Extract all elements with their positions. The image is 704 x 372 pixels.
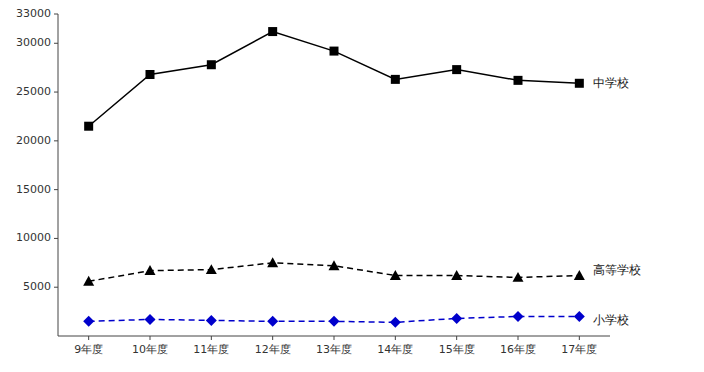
- x-tick: [334, 336, 335, 340]
- marker: [451, 313, 462, 324]
- y-tick-label: 33000: [16, 7, 51, 20]
- x-tick-label: 9年度: [74, 343, 103, 356]
- x-tick-label: 11年度: [193, 343, 229, 356]
- marker: [330, 47, 339, 56]
- marker: [83, 276, 94, 286]
- y-tick: [54, 238, 58, 239]
- y-tick: [54, 140, 58, 141]
- x-tick: [395, 336, 396, 340]
- marker: [390, 270, 401, 280]
- marker: [329, 316, 340, 327]
- chart: 5000 10000 15000 20000 25000 30000 33000 9年度 10年…: [0, 0, 704, 372]
- marker: [145, 265, 156, 275]
- y-tick-label: 30000: [16, 36, 51, 49]
- end-labels: 中学校高等学校小学校: [593, 76, 641, 327]
- marker: [514, 76, 523, 85]
- x-tick-label: 12年度: [255, 343, 291, 356]
- x-tick-label: 14年度: [377, 343, 413, 356]
- marker: [84, 122, 93, 131]
- x-tick: [150, 336, 151, 340]
- marker: [575, 79, 584, 88]
- y-tick-label: 20000: [16, 134, 51, 147]
- x-tick: [88, 336, 89, 340]
- y-tick: [54, 92, 58, 93]
- marker: [206, 264, 217, 274]
- y-tick: [54, 43, 58, 44]
- marker: [451, 270, 462, 280]
- marker: [268, 27, 277, 36]
- y-tick-label: 5000: [23, 280, 51, 293]
- x-tick: [518, 336, 519, 340]
- x-tick-label: 17年度: [561, 343, 597, 356]
- y-tick: [54, 14, 58, 15]
- x-tick: [579, 336, 580, 340]
- x-tick: [211, 336, 212, 340]
- marker: [574, 311, 585, 322]
- x-tick-label: 15年度: [439, 343, 475, 356]
- marker: [207, 60, 216, 69]
- marker: [267, 257, 278, 267]
- marker: [391, 75, 400, 84]
- marker: [513, 311, 524, 322]
- y-tick-label: 15000: [16, 183, 51, 196]
- marker: [83, 316, 94, 327]
- series-label: 中学校: [593, 76, 629, 90]
- x-tick-label: 13年度: [316, 343, 352, 356]
- x-tick-label: 16年度: [500, 343, 536, 356]
- marker: [145, 314, 156, 325]
- y-tick: [54, 287, 58, 288]
- marker: [574, 270, 585, 280]
- marker: [267, 316, 278, 327]
- marker: [146, 70, 155, 79]
- y-tick: [54, 189, 58, 190]
- series-label: 小学校: [593, 313, 629, 327]
- marker: [329, 260, 340, 270]
- plot-area: [83, 27, 585, 328]
- marker: [390, 317, 401, 328]
- x-tick-label: 10年度: [132, 343, 168, 356]
- x-tick: [272, 336, 273, 340]
- series-label: 高等学校: [593, 263, 641, 277]
- y-tick-label: 25000: [16, 85, 51, 98]
- y-tick-label: 10000: [16, 231, 51, 244]
- marker: [452, 65, 461, 74]
- marker: [513, 272, 524, 282]
- series-line: [89, 32, 580, 127]
- x-tick: [456, 336, 457, 340]
- marker: [206, 315, 217, 326]
